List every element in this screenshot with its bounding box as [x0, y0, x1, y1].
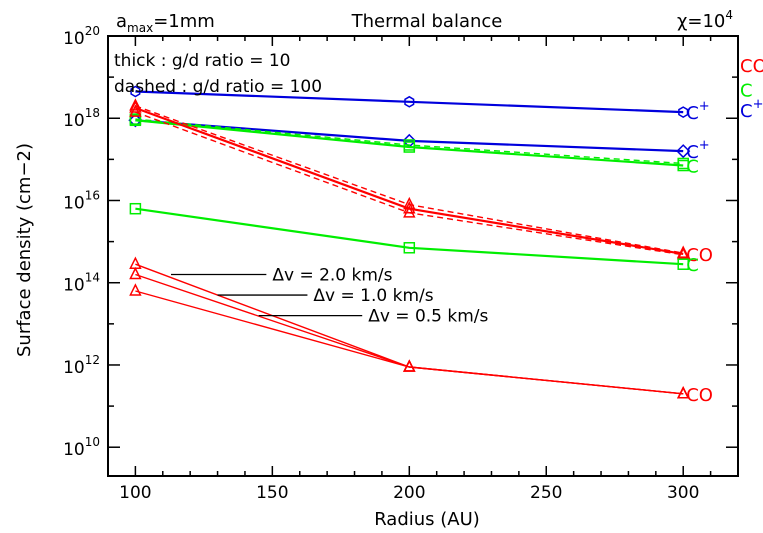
header-left-rest: =1mm	[153, 11, 215, 32]
x-tick-label: 100	[119, 483, 151, 503]
axes-layer: 100 150 200 250 300 1010 1012 1014 1016 1018 1020	[63, 24, 739, 503]
series-end-label: C	[686, 255, 699, 276]
series-line	[135, 90, 684, 114]
data-point-diamond	[676, 144, 691, 159]
header-left-sub: max	[127, 21, 153, 35]
header-right-sup: 4	[725, 8, 733, 22]
series-end-label: CO	[686, 245, 713, 266]
data-point-hexagon	[130, 85, 141, 98]
data-point-triangle	[677, 386, 690, 399]
right-legend-entry: C+	[740, 97, 763, 122]
data-point-triangle	[129, 266, 142, 280]
series-line	[135, 119, 684, 167]
x-tick-label: 300	[667, 483, 699, 503]
data-point-diamond	[128, 113, 143, 128]
x-tick-label: 200	[393, 483, 425, 503]
data-point-square	[403, 242, 416, 254]
data-point-hexagon	[404, 95, 415, 108]
plot-frame	[107, 35, 739, 477]
x-tick-label: 150	[256, 483, 288, 503]
series-line	[135, 106, 684, 255]
series-C-dashed	[129, 113, 689, 170]
series-line	[135, 207, 684, 266]
chart-header: amax=1mm Thermal balance χ=104	[116, 8, 733, 35]
legend-note: dashed : g/d ratio = 100	[114, 77, 322, 97]
data-point-square	[129, 113, 142, 125]
legend-note: thick : g/d ratio = 10	[114, 51, 290, 71]
series-line	[135, 290, 684, 395]
y-tick-label: 1014	[63, 271, 100, 296]
x-tick-label: 250	[530, 483, 562, 503]
series-line	[135, 118, 684, 165]
x-axis-label: Radius (AU)	[374, 509, 480, 530]
y-tick-label: 1010	[63, 435, 100, 460]
header-left-base: a	[116, 11, 127, 32]
annotations-layer: Δv = 2.0 km/sΔv = 1.0 km/sΔv = 0.5 km/s	[171, 266, 489, 327]
data-point-square	[403, 139, 416, 151]
series-CO-thin	[129, 283, 690, 399]
data-point-square	[677, 258, 689, 270]
chart-title: Thermal balance	[351, 11, 503, 32]
y-tick-label: 1016	[63, 188, 100, 213]
header-right-base: χ=10	[677, 11, 725, 32]
series-CO-dashed	[129, 98, 690, 258]
series-line	[135, 263, 684, 395]
series-line	[135, 105, 684, 254]
data-point-square	[677, 157, 689, 170]
y-axis-label: Surface density (cm−2)	[14, 143, 35, 357]
legend-notes: thick : g/d ratio = 10 dashed : g/d ratio…	[114, 51, 322, 97]
data-point-triangle	[403, 205, 416, 218]
series-end-label: C+	[686, 99, 709, 124]
header-left: amax=1mm	[116, 11, 215, 35]
data-point-triangle	[403, 359, 416, 372]
series-C-thick: C	[129, 202, 699, 276]
data-point-triangle	[129, 256, 142, 269]
series-end-label: C	[686, 157, 699, 178]
y-tick-label: 1020	[63, 24, 100, 49]
y-tick-label: 1012	[63, 353, 100, 378]
right-legend-entry: CO	[740, 56, 763, 77]
right-legend: CO CC+	[740, 56, 763, 122]
data-point-triangle	[129, 283, 142, 296]
annotation-label: Δv = 1.0 km/s	[313, 286, 433, 306]
series-line	[135, 111, 684, 256]
series-CO-thin: CO	[129, 256, 713, 406]
data-point-triangle	[403, 196, 416, 210]
data-point-triangle	[129, 98, 142, 111]
series-end-label: C+	[686, 138, 709, 163]
series-end-label: CO	[686, 385, 713, 406]
series-C+-thick: C+	[130, 85, 710, 124]
data-point-square	[129, 202, 142, 215]
data-point-hexagon	[678, 106, 689, 118]
data-point-triangle	[129, 104, 142, 117]
header-right: χ=104	[677, 8, 733, 32]
right-legend-entry: C	[740, 80, 753, 101]
annotation-label: Δv = 0.5 km/s	[368, 307, 488, 327]
y-tick-label: 1018	[63, 106, 100, 131]
annotation-label: Δv = 2.0 km/s	[272, 266, 392, 286]
